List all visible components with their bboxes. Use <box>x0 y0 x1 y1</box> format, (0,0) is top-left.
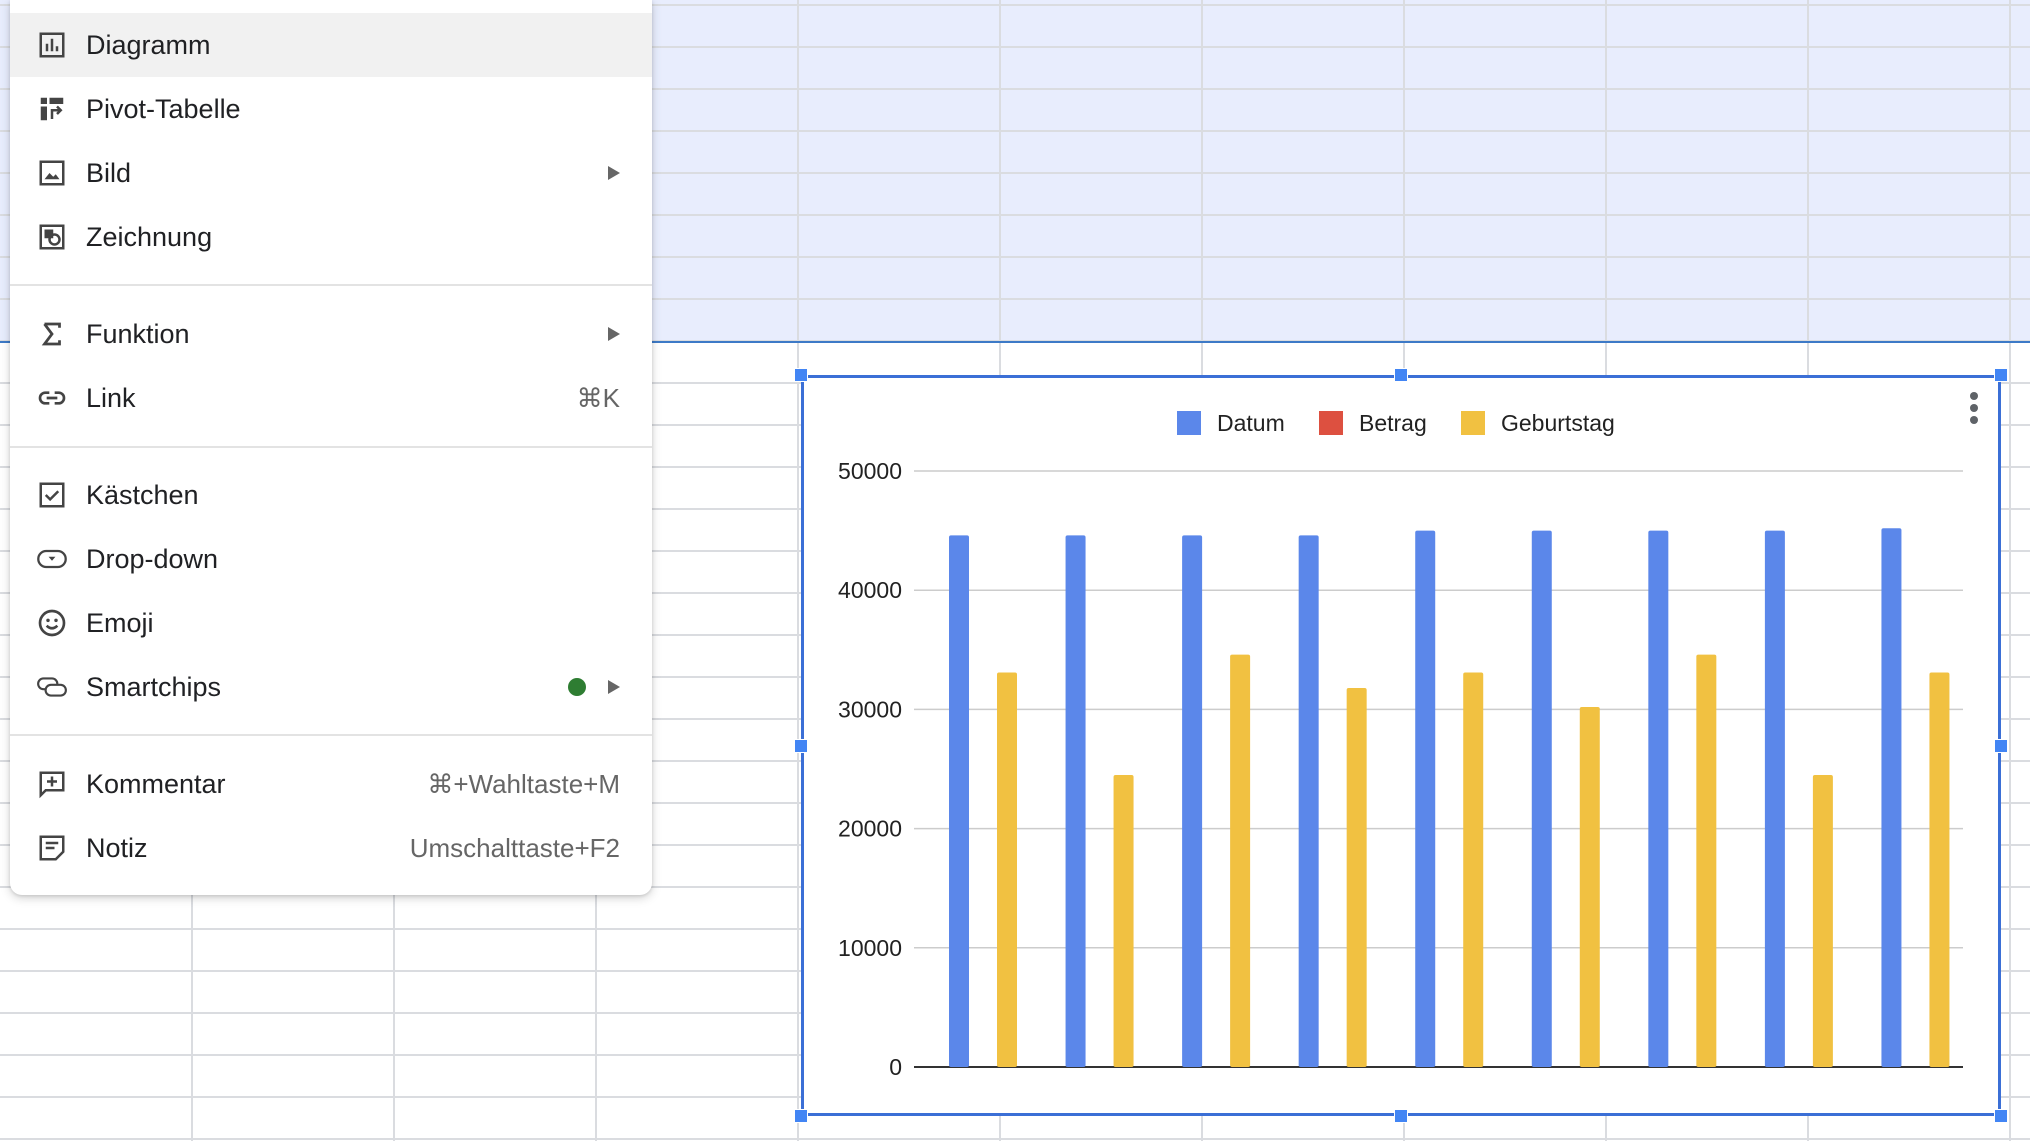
y-tick-label: 50000 <box>838 458 902 484</box>
bar-chart-icon <box>36 29 68 61</box>
menu-item-label: Kästchen <box>86 480 199 510</box>
bar-geburtstag[interactable] <box>997 672 1017 1067</box>
resize-handle[interactable] <box>1994 368 2008 382</box>
resize-handle[interactable] <box>794 1109 808 1123</box>
menu-item-label: Smartchips <box>86 672 222 702</box>
bar-chart[interactable]: 0 10000 20000 30000 40000 50000 Datum Betrag Geb… <box>801 375 2001 1116</box>
y-tick-label: 10000 <box>838 935 902 961</box>
legend-label-betrag[interactable]: Betrag <box>1359 410 1427 436</box>
add-comment-icon <box>36 768 68 800</box>
new-feature-dot-icon <box>568 678 586 696</box>
menu-item-label: Emoji <box>86 608 154 638</box>
chart-more-options-icon[interactable] <box>1967 390 1981 430</box>
menu-item-smartchips[interactable]: Smartchips <box>10 655 652 719</box>
menu-item-pivot-tabelle[interactable]: Pivot-Tabelle <box>10 77 652 141</box>
bar-datum[interactable] <box>1648 530 1669 1067</box>
checkbox-icon <box>36 479 68 511</box>
bar-datum[interactable] <box>1065 535 1086 1067</box>
keyboard-shortcut: Umschalttaste+F2 <box>409 833 620 863</box>
menu-item-bild[interactable]: Bild <box>10 141 652 205</box>
menu-separator <box>10 446 652 448</box>
keyboard-shortcut: ⌘+Wahltaste+M <box>427 769 620 799</box>
bar-datum[interactable] <box>949 535 969 1067</box>
emoji-icon <box>36 607 68 639</box>
bar-geburtstag[interactable] <box>1463 672 1484 1067</box>
menu-separator <box>10 734 652 736</box>
submenu-arrow-icon <box>608 166 620 180</box>
y-tick-label: 20000 <box>838 816 902 842</box>
menu-item-kommentar[interactable]: Kommentar ⌘+Wahltaste+M <box>10 752 652 816</box>
menu-item-label: Link <box>86 383 136 413</box>
bar-geburtstag[interactable] <box>1812 774 1833 1067</box>
resize-handle[interactable] <box>1394 1109 1408 1123</box>
bar-datum[interactable] <box>1531 530 1552 1067</box>
menu-item-label: Funktion <box>86 319 190 349</box>
legend-label-geburtstag[interactable]: Geburtstag <box>1501 410 1615 436</box>
bar-datum[interactable] <box>1182 535 1203 1067</box>
legend-swatch <box>1177 411 1201 435</box>
menu-separator <box>10 284 652 286</box>
bar-geburtstag[interactable] <box>1696 654 1717 1067</box>
y-tick-label: 40000 <box>838 577 902 603</box>
legend-label-datum[interactable]: Datum <box>1217 410 1285 436</box>
bar-datum[interactable] <box>1415 530 1436 1067</box>
bar-geburtstag[interactable] <box>1579 707 1600 1067</box>
pivot-table-icon <box>36 93 68 125</box>
bar-datum[interactable] <box>1764 530 1785 1067</box>
menu-item-zeichnung[interactable]: Zeichnung <box>10 205 652 269</box>
resize-handle[interactable] <box>1394 368 1408 382</box>
menu-item-kaestchen[interactable]: Kästchen <box>10 463 652 527</box>
link-icon <box>36 382 68 414</box>
image-icon <box>36 157 68 189</box>
sigma-icon <box>36 318 68 350</box>
bar-datum[interactable] <box>1881 528 1902 1067</box>
bar-geburtstag[interactable] <box>1230 654 1251 1067</box>
legend-swatch <box>1319 411 1343 435</box>
resize-handle[interactable] <box>794 738 808 753</box>
menu-item-diagramm[interactable]: Diagramm <box>10 13 652 77</box>
menu-item-label: Drop-down <box>86 544 219 574</box>
insert-menu: Diagramm Pivot-Tabelle Bild Zeichnung Funkti… <box>10 0 652 895</box>
menu-item-drop-down[interactable]: Drop-down <box>10 527 652 591</box>
drawing-icon <box>36 221 68 253</box>
menu-item-label: Notiz <box>86 833 148 863</box>
y-tick-label: 30000 <box>838 696 902 722</box>
legend-swatch <box>1461 411 1485 435</box>
menu-item-label: Pivot-Tabelle <box>86 94 241 124</box>
bar-geburtstag[interactable] <box>1346 687 1367 1067</box>
menu-item-funktion[interactable]: Funktion <box>10 302 652 366</box>
y-tick-label: 0 <box>889 1054 902 1080</box>
menu-item-label: Diagramm <box>86 30 211 60</box>
bar-datum[interactable] <box>1298 535 1319 1067</box>
menu-item-label: Bild <box>86 158 132 188</box>
dropdown-icon <box>36 543 68 575</box>
menu-item-emoji[interactable]: Emoji <box>10 591 652 655</box>
bar-geburtstag[interactable] <box>1113 774 1134 1067</box>
bar-geburtstag[interactable] <box>1929 672 1950 1067</box>
menu-item-label: Zeichnung <box>86 222 213 252</box>
resize-handle[interactable] <box>794 368 808 382</box>
submenu-arrow-icon <box>608 680 620 694</box>
submenu-arrow-icon <box>608 327 620 341</box>
menu-item-label: Kommentar <box>86 769 226 799</box>
resize-handle[interactable] <box>1994 1109 2008 1123</box>
resize-handle[interactable] <box>1994 738 2008 753</box>
note-icon <box>36 832 68 864</box>
smartchips-icon <box>36 671 68 703</box>
menu-item-link[interactable]: Link ⌘K <box>10 366 652 430</box>
keyboard-shortcut: ⌘K <box>576 383 620 413</box>
menu-item-notiz[interactable]: Notiz Umschalttaste+F2 <box>10 816 652 880</box>
